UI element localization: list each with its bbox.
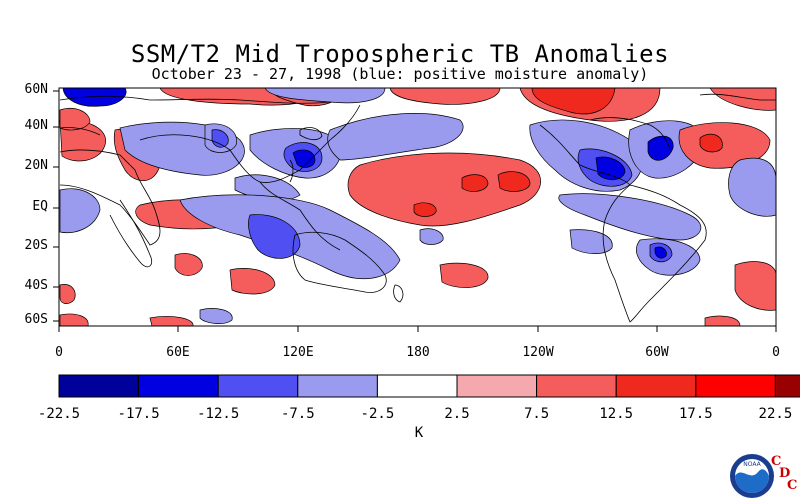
lat-label: EQ bbox=[32, 199, 48, 214]
lat-label: 40S bbox=[24, 278, 48, 293]
coastline bbox=[292, 231, 387, 293]
colorbar-label: 2.5 bbox=[444, 406, 470, 422]
colorbar-label: -12.5 bbox=[197, 406, 240, 422]
cdc-letter-1: C bbox=[771, 454, 782, 469]
axis-ticks bbox=[53, 90, 777, 332]
anomaly-contour bbox=[389, 87, 501, 105]
anomaly-contour bbox=[59, 284, 76, 304]
colorbar-label: -17.5 bbox=[117, 406, 160, 422]
colorbar-label: 22.5 bbox=[758, 406, 793, 422]
anomaly-contour bbox=[595, 156, 626, 181]
anomaly-contour bbox=[419, 228, 444, 245]
colorbar-box bbox=[297, 374, 378, 398]
coastline bbox=[139, 104, 361, 183]
lon-label: 0 bbox=[55, 345, 63, 360]
coastline bbox=[109, 199, 153, 268]
coastline bbox=[699, 93, 776, 101]
colorbar-label: -2.5 bbox=[360, 406, 395, 422]
anomaly-contour bbox=[229, 268, 276, 295]
coastlines bbox=[59, 93, 776, 323]
anomaly-contour bbox=[413, 202, 437, 217]
colorbar-box bbox=[456, 374, 538, 398]
anomaly-contour-fills bbox=[59, 87, 777, 327]
lat-label: 20N bbox=[24, 158, 48, 173]
anomaly-contour bbox=[439, 262, 489, 288]
colorbar-box bbox=[138, 374, 219, 398]
anomaly-contour bbox=[59, 108, 91, 131]
anomaly-contour bbox=[347, 152, 541, 227]
lon-label: 180 bbox=[406, 345, 430, 360]
colorbar-units: K bbox=[414, 425, 424, 441]
anomaly-contour bbox=[199, 308, 233, 324]
colorbar-box bbox=[695, 374, 776, 398]
lat-label: 20S bbox=[24, 238, 48, 253]
colorbar-box bbox=[376, 374, 458, 398]
coastline bbox=[539, 124, 631, 186]
anomaly-contour bbox=[678, 122, 771, 169]
colorbar-label: 12.5 bbox=[599, 406, 634, 422]
cdc-letter-2: D bbox=[779, 466, 791, 481]
lon-label: 120E bbox=[282, 345, 314, 360]
coastline bbox=[602, 184, 707, 323]
anomaly-contour bbox=[569, 229, 613, 254]
anomaly-contour bbox=[59, 188, 101, 234]
lon-label: 120W bbox=[522, 345, 554, 360]
anomaly-contour bbox=[174, 253, 203, 276]
colorbar-box bbox=[615, 374, 697, 398]
lat-label: 60S bbox=[24, 312, 48, 327]
anomaly-contour bbox=[654, 246, 667, 259]
anomaly-contour bbox=[558, 193, 702, 241]
coastline bbox=[299, 127, 323, 141]
colorbar-label: 17.5 bbox=[678, 406, 713, 422]
anomaly-contour bbox=[211, 129, 229, 148]
coastline bbox=[259, 181, 341, 251]
anomaly-contour bbox=[327, 113, 464, 161]
lat-label: 60N bbox=[24, 82, 48, 97]
coastline bbox=[289, 159, 294, 183]
lon-label: 60E bbox=[166, 345, 190, 360]
colorbar-box bbox=[774, 374, 800, 398]
colorbar-label: -7.5 bbox=[280, 406, 315, 422]
map-title: SSM/T2 Mid Tropospheric TB Anomalies bbox=[130, 40, 670, 68]
lat-label: 40N bbox=[24, 118, 48, 133]
colorbar-label: -22.5 bbox=[37, 406, 81, 422]
noaa-logo-icon: NOAA bbox=[730, 454, 774, 498]
lon-label: 0 bbox=[772, 345, 780, 360]
anomaly-contour bbox=[497, 171, 531, 192]
map-subtitle: October 23 - 27, 1998 (blue: positive mo… bbox=[151, 65, 649, 83]
colorbar-box bbox=[217, 374, 299, 398]
coastline bbox=[393, 284, 404, 303]
anomaly-contour bbox=[647, 135, 674, 161]
anomaly-contour bbox=[292, 149, 316, 168]
colorbar-label: 7.5 bbox=[523, 406, 550, 422]
coastline bbox=[59, 95, 331, 104]
anomaly-contour bbox=[264, 87, 386, 104]
cdc-letter-3: C bbox=[787, 478, 798, 493]
anomaly-contour bbox=[62, 87, 127, 107]
coastline bbox=[589, 117, 671, 151]
lon-label: 60W bbox=[645, 345, 669, 360]
anomaly-contour bbox=[699, 133, 723, 153]
colorbar-box bbox=[536, 374, 617, 398]
anomaly-contour bbox=[248, 214, 301, 259]
anomaly-contour bbox=[531, 87, 616, 115]
anomaly-contour bbox=[461, 174, 489, 192]
noaa-logo-text: NOAA bbox=[743, 461, 761, 468]
colorbar-box bbox=[58, 374, 140, 398]
anomaly-contour bbox=[728, 157, 777, 217]
coastline bbox=[59, 149, 161, 246]
coastline bbox=[59, 127, 101, 136]
